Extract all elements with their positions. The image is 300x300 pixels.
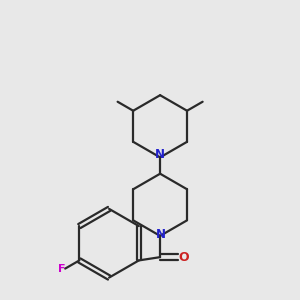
Text: F: F xyxy=(58,264,65,274)
Text: O: O xyxy=(178,250,189,264)
Text: N: N xyxy=(156,228,166,241)
Text: N: N xyxy=(155,148,165,161)
